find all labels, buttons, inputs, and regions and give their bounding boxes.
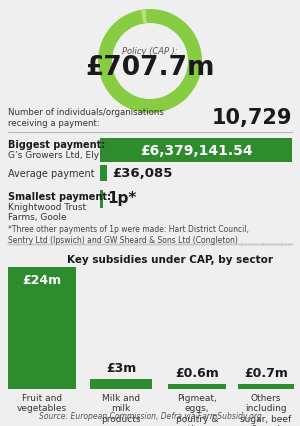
Text: £3m: £3m <box>106 361 136 374</box>
FancyBboxPatch shape <box>168 384 226 389</box>
FancyBboxPatch shape <box>8 268 76 389</box>
Text: Fruit and
vegetables: Fruit and vegetables <box>17 393 67 412</box>
Text: £36,085: £36,085 <box>112 167 172 180</box>
Text: G’s Growers Ltd, Ely: G’s Growers Ltd, Ely <box>8 151 99 160</box>
Text: Milk and
milk
products: Milk and milk products <box>101 393 141 423</box>
Text: £24m: £24m <box>22 273 62 286</box>
Text: £0.7m: £0.7m <box>244 366 288 379</box>
Text: Number of individuals/organisations
receiving a payment:: Number of individuals/organisations rece… <box>8 108 164 128</box>
Text: Biggest payment:: Biggest payment: <box>8 140 105 150</box>
Wedge shape <box>146 10 147 24</box>
Text: Pigmeat,
eggs,
poultry &
others: Pigmeat, eggs, poultry & others <box>176 393 218 426</box>
Text: *Three other payments of 1p were made: Hart District Council,
Sentry Ltd (Ipswic: *Three other payments of 1p were made: H… <box>8 225 249 245</box>
Wedge shape <box>98 10 202 114</box>
Text: Source: European Commission, Defra via FarmSubsidy.org: Source: European Commission, Defra via F… <box>39 411 261 420</box>
Text: 10,729: 10,729 <box>212 108 292 128</box>
Text: Policy (CAP ):: Policy (CAP ): <box>122 47 178 56</box>
Text: Others
including
sugar, beef
& veal: Others including sugar, beef & veal <box>240 393 292 426</box>
Wedge shape <box>141 10 147 25</box>
FancyBboxPatch shape <box>100 166 107 181</box>
Text: £0.6m: £0.6m <box>175 366 219 379</box>
Text: Smallest payment:: Smallest payment: <box>8 192 111 201</box>
Text: Key subsidies under CAP, by sector: Key subsidies under CAP, by sector <box>67 254 273 265</box>
Text: Average payment: Average payment <box>8 169 94 178</box>
Text: Knightwood Trust
Farms, Goole: Knightwood Trust Farms, Goole <box>8 202 86 222</box>
FancyBboxPatch shape <box>100 139 292 163</box>
Text: £6,379,141.54: £6,379,141.54 <box>140 144 252 158</box>
FancyBboxPatch shape <box>238 384 294 389</box>
Text: 1p*: 1p* <box>107 191 136 206</box>
FancyBboxPatch shape <box>100 190 103 208</box>
FancyBboxPatch shape <box>90 379 152 389</box>
Text: £707.7m: £707.7m <box>85 55 215 81</box>
